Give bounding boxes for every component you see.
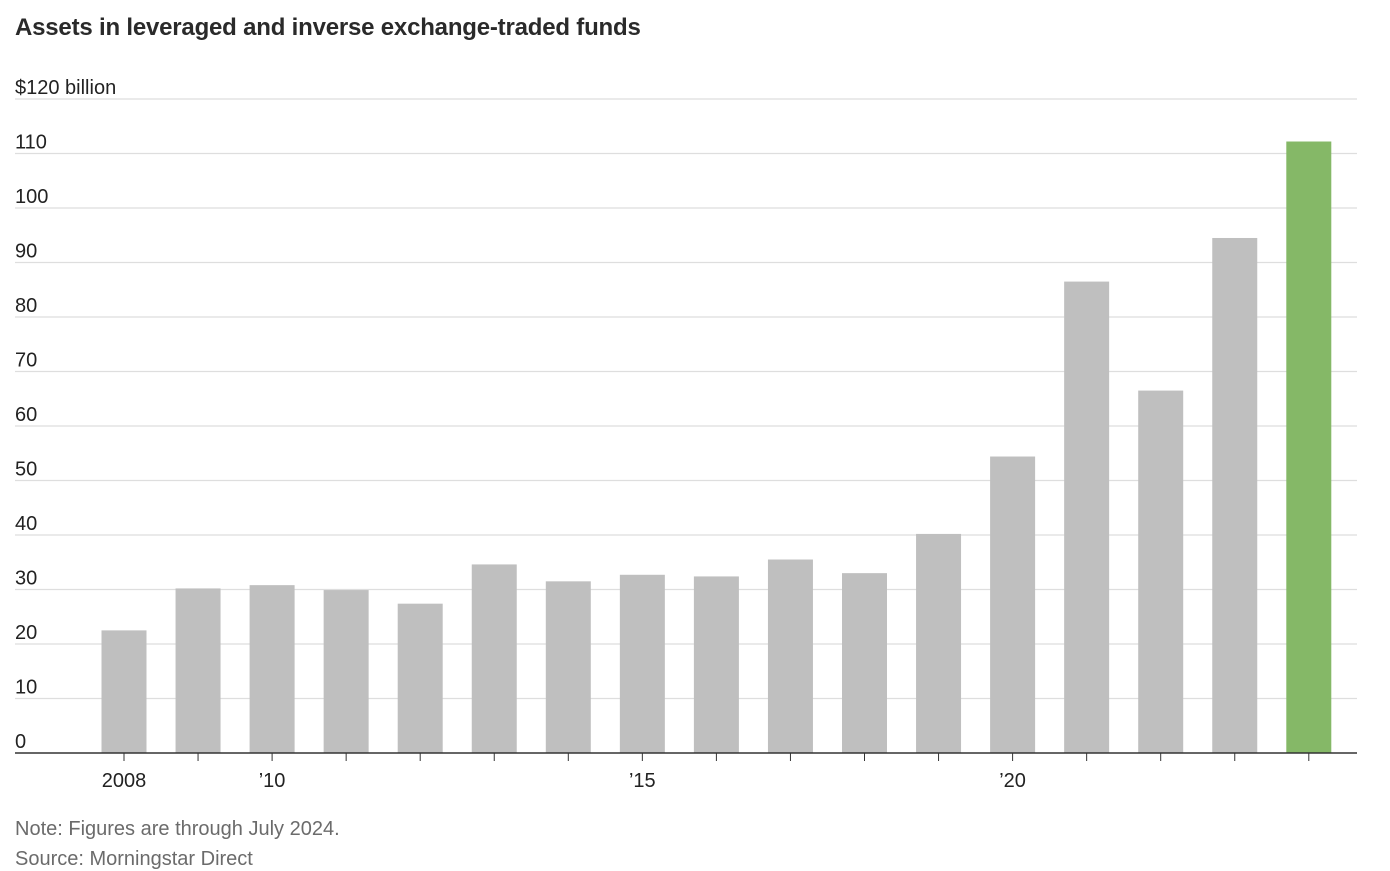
y-axis-tick-labels: 0 10 20 30 40 50 60 70 80 90 100 110 $120 billion: [15, 77, 116, 753]
y-tick-label-60: 60: [15, 404, 37, 426]
bar-2014: [545, 581, 591, 753]
bar-2017: [767, 559, 813, 753]
bar-2020: [990, 456, 1036, 753]
chart-source: Source: Morningstar Direct: [15, 848, 253, 870]
bar-2018: [842, 573, 887, 753]
bar-2022: [1138, 390, 1184, 753]
x-tick-label-2015: ’15: [629, 770, 656, 792]
bar-2013: [471, 564, 517, 753]
x-axis-tick-labels: 2008 ’10 ’15 ’20: [102, 770, 1026, 792]
x-tick-label-2020: ’20: [999, 770, 1026, 792]
y-tick-label-20: 20: [15, 622, 37, 644]
gridlines: [15, 98, 1357, 700]
y-tick-label-70: 70: [15, 350, 37, 372]
y-tick-label-100: 100: [15, 186, 48, 208]
x-tick-label-2010: ’10: [259, 770, 286, 792]
bar-2023: [1212, 237, 1258, 754]
x-tick-label-2008: 2008: [102, 770, 147, 792]
bar-chart: 0 10 20 30 40 50 60 70 80 90 100 110 $120 billion 20…: [15, 77, 1357, 792]
bar-2024: [1286, 141, 1332, 753]
chart-note: Note: Figures are through July 2024.: [15, 818, 340, 840]
bar-2015: [619, 574, 665, 753]
bar-2011: [323, 590, 369, 753]
bar-2016: [693, 576, 739, 753]
x-axis: [15, 752, 1357, 761]
y-tick-label-120: $120 billion: [15, 77, 116, 99]
bar-2010: [249, 585, 295, 753]
bar-2021: [1064, 281, 1110, 753]
bars: [101, 141, 1332, 754]
y-tick-label-30: 30: [15, 568, 37, 590]
y-tick-label-0: 0: [15, 731, 26, 753]
y-tick-label-110: 110: [15, 132, 47, 154]
bar-2019: [916, 533, 962, 753]
bar-2009: [175, 588, 221, 753]
y-tick-label-80: 80: [15, 295, 37, 317]
chart-title: Assets in leveraged and inverse exchange…: [15, 14, 641, 41]
y-tick-label-90: 90: [15, 241, 37, 263]
bar-2012: [397, 603, 443, 753]
y-tick-label-50: 50: [15, 459, 37, 481]
y-tick-label-40: 40: [15, 513, 37, 535]
bar-2008: [101, 630, 147, 753]
y-tick-label-10: 10: [15, 677, 37, 699]
